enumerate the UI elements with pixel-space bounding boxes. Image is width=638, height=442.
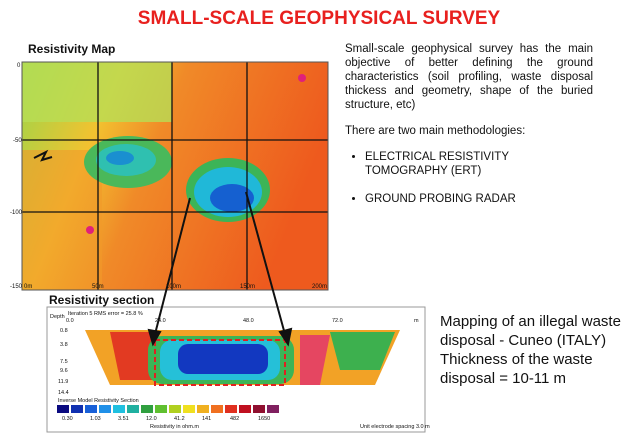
color-swatch	[225, 405, 237, 413]
color-swatch	[85, 405, 97, 413]
map-y-label: -50	[13, 138, 22, 144]
depth-value: 3.8	[60, 342, 68, 348]
section-x-label: 0.0	[66, 318, 74, 324]
legend-title: Inverse Model Resistivity Section	[58, 398, 139, 404]
map-x-label: 200m	[312, 284, 327, 290]
section-x-label: 72.0	[332, 318, 343, 324]
depth-value: 14.4	[58, 390, 69, 396]
map-x-label: 0m	[24, 284, 32, 290]
section-x-label: m	[414, 318, 419, 324]
color-swatch	[267, 405, 279, 413]
depth-label: Depth	[50, 314, 65, 320]
section-header: Iteration 5 RMS error = 25.8 %	[68, 311, 143, 317]
color-swatch	[57, 405, 69, 413]
caption: Mapping of an illegal waste disposal - C…	[440, 312, 630, 388]
scale-label: 141	[202, 416, 211, 422]
lead: There are two main methodologies:	[345, 125, 526, 137]
depth-value: 7.5	[60, 359, 68, 365]
caption-line: Thickness of the waste disposal = 10-11 …	[440, 351, 593, 387]
depth-value: 9.6	[60, 368, 68, 374]
method-item: GROUND PROBING RADAR	[365, 192, 593, 206]
color-swatch	[155, 405, 167, 413]
color-swatch	[99, 405, 111, 413]
color-swatch	[127, 405, 139, 413]
method-item: ELECTRICAL RESISTIVITY TOMOGRAPHY (ERT)	[365, 150, 593, 178]
scale-label: 41.2	[174, 416, 185, 422]
intro: Small-scale geophysical survey has the m…	[345, 43, 593, 111]
color-swatch	[71, 405, 83, 413]
depth-value: 11.9	[58, 379, 68, 385]
resistivity-section: Depth Iteration 5 RMS error = 25.8 % 0.0…	[46, 306, 430, 433]
scale-label: 12.0	[146, 416, 157, 422]
scale-label: 0.30	[62, 416, 73, 422]
map-y-label: -100	[10, 210, 23, 216]
color-swatch	[113, 405, 125, 413]
section-x-label: 24.0	[155, 318, 166, 324]
scale-label: 3.51	[118, 416, 129, 422]
spacing-note: Unit electrode spacing 3.0 m	[360, 424, 430, 430]
section-x-label: 48.0	[243, 318, 254, 324]
arrows	[147, 191, 293, 347]
scale-unit: Resistivity in ohm.m	[150, 424, 199, 430]
map-y-label: 0	[17, 63, 21, 69]
color-swatch	[211, 405, 223, 413]
scale-label: 1.03	[90, 416, 101, 422]
color-swatch	[239, 405, 251, 413]
caption-line: Mapping of an illegal waste disposal - C…	[440, 313, 621, 349]
map-x-label: 50m	[92, 284, 104, 290]
title: SMALL-SCALE GEOPHYSICAL SURVEY	[137, 8, 501, 29]
scale-label: 482	[230, 416, 239, 422]
description: Small-scale geophysical survey has the m…	[345, 42, 593, 220]
map-label: Resistivity Map	[28, 42, 116, 56]
map-x-label: 100m	[166, 284, 181, 290]
resistivity-map: 0 -50 -100 -150 0m 50m 100m 150m 200m	[10, 61, 329, 291]
color-swatch	[183, 405, 195, 413]
section-label: Resistivity section	[49, 293, 155, 307]
color-swatch	[141, 405, 153, 413]
depth-value: 0.8	[60, 328, 68, 334]
color-swatch	[197, 405, 209, 413]
color-swatch	[169, 405, 181, 413]
color-swatch	[253, 405, 265, 413]
map-x-label: 150m	[240, 284, 255, 290]
scale-label: 1650	[258, 416, 270, 422]
map-y-label: -150	[10, 284, 23, 290]
